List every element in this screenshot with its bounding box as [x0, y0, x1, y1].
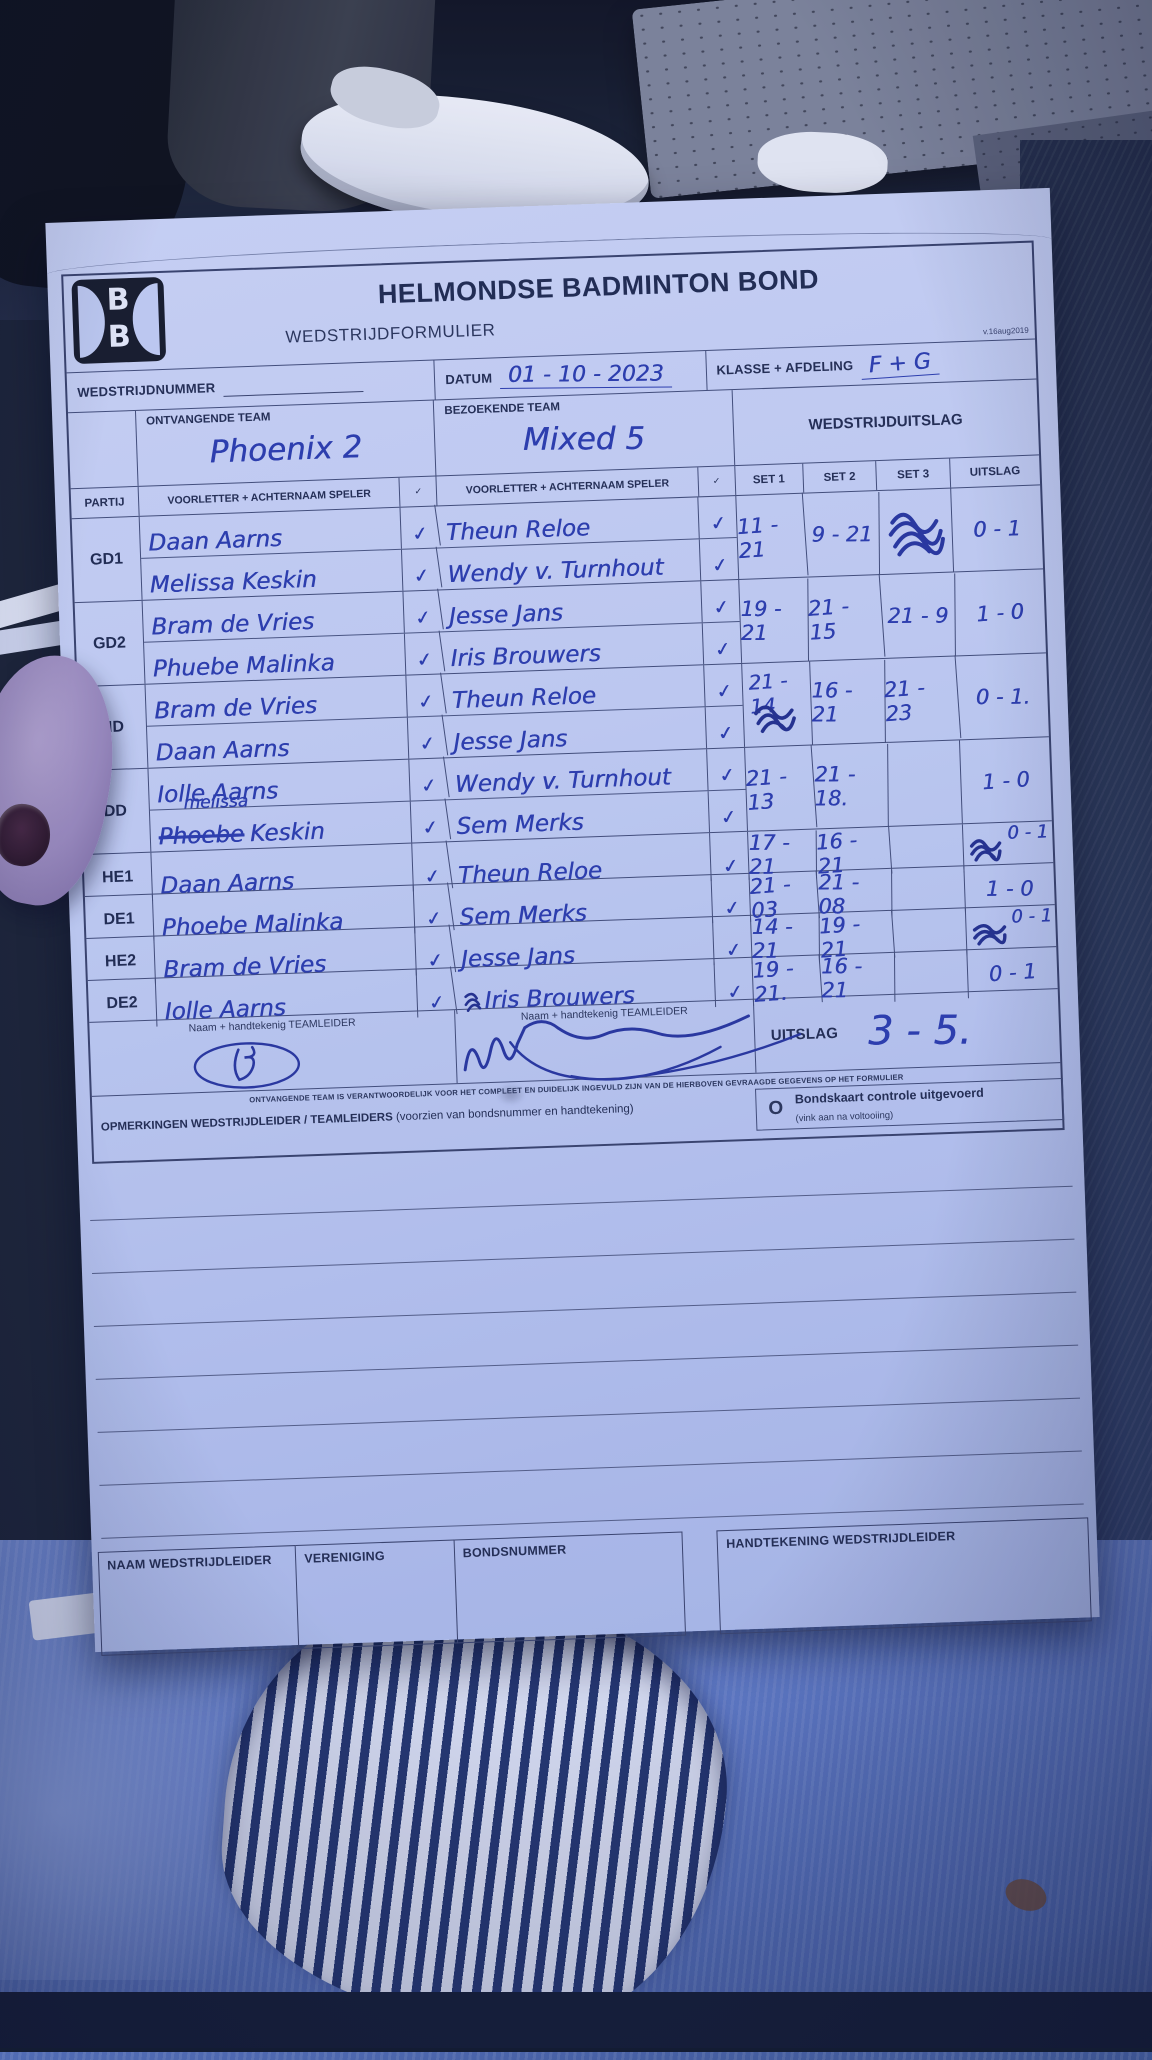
crossed-out-name: Phoebe	[158, 821, 245, 851]
set2-header: SET 2	[802, 461, 878, 493]
wedstrijdnummer-field	[222, 372, 364, 397]
set-score: 9 - 21	[804, 492, 880, 576]
set-score-empty	[886, 740, 963, 826]
set-score: 21 - 9	[881, 573, 956, 658]
uitslag-score: 1 - 0	[981, 766, 1031, 794]
ink-scribble	[972, 923, 1007, 946]
klasse-value: F + G	[860, 348, 941, 380]
comment-lines	[88, 1133, 1084, 1539]
jeans-shadow-band	[0, 1992, 1152, 2052]
set-score: 21 - 14	[747, 668, 788, 719]
uitslag-score: 0 - 1.	[975, 684, 1031, 709]
player-name: Keskin	[249, 818, 326, 848]
set3-header: SET 3	[876, 458, 951, 491]
check-mark: ✓	[719, 805, 738, 830]
set-score: 21 - 18.	[813, 743, 889, 828]
set-score-with-scribble: 21 - 14	[741, 661, 813, 747]
home-teamleider-signature	[193, 1042, 301, 1089]
ontvangende-team-label: ONTVANGENDE TEAM	[145, 411, 271, 428]
partij-header: PARTIJ	[70, 486, 140, 519]
thumb-nail	[0, 799, 56, 871]
set-score: 16 - 21	[810, 659, 886, 744]
bondskaart-subtitle: (vink aan na voltooiing)	[795, 1109, 894, 1125]
check-mark: ✓	[407, 756, 450, 803]
partij-code: GD1	[71, 516, 143, 603]
check-mark: ✓	[710, 553, 730, 578]
uitslag-score: 0 - 1	[1006, 821, 1049, 844]
check-header-icon: ✓	[399, 476, 438, 507]
bondskaart-checkbox: O	[768, 1097, 784, 1120]
correction-text: melissa	[183, 791, 249, 814]
set1-header: SET 1	[734, 463, 804, 496]
check-mark: ✓	[398, 504, 441, 551]
check-mark: ✓	[713, 637, 732, 662]
opmerkingen-label-note: (voorzien van bondsnummer en handtekenin…	[395, 1102, 634, 1124]
check-header-icon: ✓	[698, 466, 736, 497]
bezoekende-team-value: Mixed 5	[523, 420, 646, 458]
check-mark: ✓	[716, 721, 735, 746]
uitslag-final-label: UITSLAG	[770, 1024, 839, 1045]
set-score: 21 - 13	[743, 744, 817, 832]
ink-scribble	[464, 992, 482, 1013]
set-score-scribbled	[877, 488, 954, 575]
uitslag-final-value: 3 - 5.	[867, 1006, 972, 1054]
uitslag-score: 1 - 0	[975, 598, 1025, 627]
wedstrijdnummer-label: WEDSTRIJDNUMMER	[77, 380, 216, 400]
hbb-logo-icon: B B	[71, 276, 167, 365]
check-mark: ✓	[711, 595, 731, 620]
check-mark: ✓	[408, 798, 451, 845]
vereniging-field: VERENIGING	[295, 1539, 458, 1649]
check-mark: ✓	[401, 588, 444, 635]
check-mark: ✓	[402, 630, 446, 677]
ink-scribble	[969, 839, 1002, 862]
uitslag-score: 0 - 1	[972, 515, 1022, 542]
match-form-paper: B B HELMONDSE BADMINTON BOND WEDSTRIJDFO…	[45, 187, 1100, 1656]
footer-gap	[682, 1530, 720, 1635]
wedstrijduitslag-label: WEDSTRIJDUITSLAG	[808, 411, 963, 434]
check-mark: ✓	[404, 672, 447, 719]
check-mark: ✓	[717, 763, 737, 788]
uitslag-header: UITSLAG	[969, 464, 1021, 479]
opmerkingen-label: OPMERKINGEN WEDSTRIJDLEIDER / TEAMLEIDER…	[100, 1111, 393, 1134]
set-score: 19 - 21	[740, 578, 809, 663]
logo-letter: B	[107, 319, 132, 355]
form-box: B B HELMONDSE BADMINTON BOND WEDSTRIJDFO…	[61, 240, 1065, 1164]
set-score: 11 - 21	[734, 492, 809, 581]
check-mark: ✓	[714, 679, 734, 704]
match-row-de2: DE2 Iolle Aarns ✓ Iris Brouwers ✓ 19 - 2…	[87, 947, 1058, 1029]
bondsnummer-field: BONDSNUMMER	[454, 1531, 686, 1644]
logo-letter: B	[106, 282, 131, 318]
bondskaart-title: Bondskaart controle uitgevoerd	[794, 1085, 984, 1107]
naam-wedstrijdleider-field: NAAM WEDSTRIJDLEIDER	[97, 1545, 300, 1656]
datum-label: DATUM	[445, 370, 493, 388]
check-mark: ✓	[399, 546, 443, 593]
ontvangende-team-value: Phoenix 2	[209, 429, 363, 471]
player-name-with-scribble: Iris Brouwers	[453, 959, 716, 1017]
ink-scribble	[888, 512, 945, 556]
klasse-label: KLASSE + AFDELING	[716, 357, 854, 378]
bezoekende-team-label: BEZOEKENDE TEAM	[444, 401, 561, 418]
form-version: v.16aug2019	[982, 325, 1029, 337]
check-mark: ✓	[708, 511, 728, 536]
set-score: 21 - 23	[881, 655, 962, 744]
uitslag-score: 0 - 1	[1010, 905, 1053, 928]
set-score: 21 - 15	[805, 573, 885, 662]
check-mark: ✓	[405, 714, 448, 761]
datum-value: 01 - 10 - 2023	[500, 360, 673, 389]
handtekening-wedstrijdleider-field: HANDTEKENING WEDSTRIJDLEIDER	[716, 1517, 1092, 1635]
